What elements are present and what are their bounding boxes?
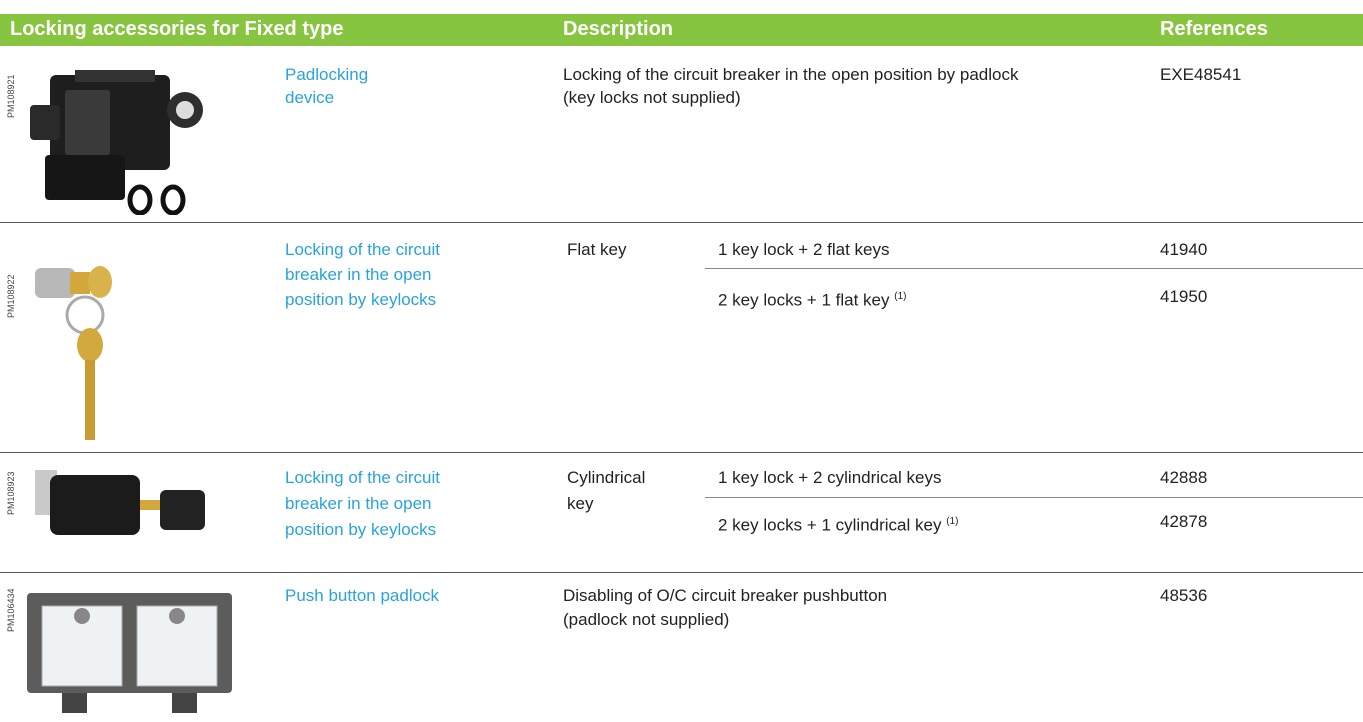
- row-separator: [0, 222, 1363, 223]
- footnote: (1): [894, 291, 907, 302]
- reference: 48536: [1160, 586, 1208, 605]
- option-text: 2 key locks + 1 cylindrical key: [718, 515, 942, 535]
- option: 2 key locks + 1 flat key (1): [718, 287, 906, 311]
- option: 1 key lock + 2 cylindrical keys: [718, 468, 942, 487]
- item-name: Push button padlock: [285, 586, 440, 605]
- item-name: breaker in the open: [285, 494, 432, 513]
- row-separator: [0, 452, 1363, 453]
- item-name: position by keylocks: [285, 520, 437, 539]
- header-cell: Description: [563, 18, 674, 40]
- reference: EXE48541: [1160, 65, 1242, 84]
- option-text: 2 key locks + 1 flat key: [718, 290, 890, 310]
- item-name: Padlocking: [285, 65, 369, 84]
- header-bar: [0, 14, 1363, 46]
- footnote: (1): [946, 516, 959, 527]
- product-image: [35, 266, 112, 440]
- description: (padlock not supplied): [563, 610, 730, 629]
- row-separator: [0, 572, 1363, 573]
- item-name: Locking of the circuit: [285, 240, 440, 259]
- image-code: PM108923: [6, 471, 16, 515]
- reference: 41940: [1160, 240, 1208, 259]
- header-cell: Locking accessories for Fixed type: [10, 18, 344, 40]
- item-name: Locking of the circuit: [285, 468, 440, 487]
- key-type: Flat key: [567, 240, 627, 259]
- header-cell: References: [1160, 18, 1268, 40]
- item-name: device: [285, 88, 335, 107]
- image-code: PM106434: [6, 588, 16, 632]
- description: Disabling of O/C circuit breaker pushbut…: [563, 586, 888, 605]
- description: (key locks not supplied): [563, 88, 741, 107]
- option: 1 key lock + 2 flat keys: [718, 240, 890, 259]
- key-type: key: [567, 494, 594, 513]
- key-type: Cylindrical: [567, 468, 646, 487]
- image-code: PM108921: [6, 74, 16, 118]
- product-image: [30, 70, 203, 215]
- description: Locking of the circuit breaker in the op…: [563, 65, 1019, 84]
- image-code: PM108922: [6, 274, 16, 318]
- item-name: position by keylocks: [285, 290, 437, 309]
- option-separator: [705, 497, 1363, 498]
- product-image: [35, 470, 205, 535]
- item-name: breaker in the open: [285, 265, 432, 284]
- reference: 42888: [1160, 468, 1208, 487]
- reference: 42878: [1160, 512, 1208, 531]
- option-separator: [705, 268, 1363, 269]
- option: 2 key locks + 1 cylindrical key (1): [718, 512, 958, 536]
- reference: 41950: [1160, 287, 1208, 306]
- product-image: [27, 593, 232, 713]
